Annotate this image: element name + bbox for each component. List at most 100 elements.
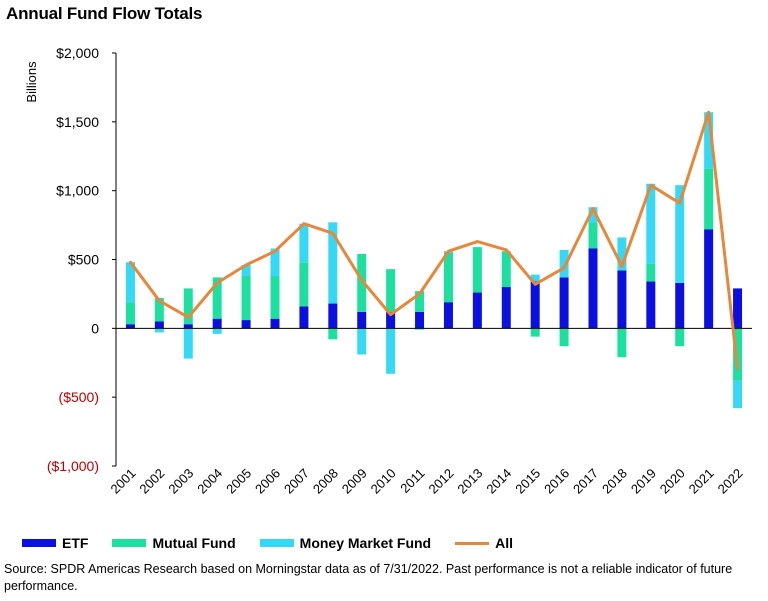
x-tick-label-2013: 2013 bbox=[454, 466, 485, 497]
all-point-2006 bbox=[273, 250, 277, 253]
bar-etf-2022 bbox=[733, 288, 743, 329]
x-tick-label-2010: 2010 bbox=[368, 466, 399, 497]
bar-etf-2004 bbox=[212, 318, 222, 329]
bar-mutual-fund-2013 bbox=[472, 247, 482, 293]
all-point-2019 bbox=[649, 183, 653, 187]
all-point-2008 bbox=[331, 232, 335, 235]
bar-money-market-fund-2001 bbox=[125, 262, 135, 303]
legend-swatch-mutual-fund bbox=[112, 539, 147, 547]
bar-mutual-fund-2006 bbox=[270, 276, 280, 319]
all-point-2018 bbox=[620, 265, 624, 268]
bar-mutual-fund-2019 bbox=[646, 263, 656, 282]
bar-etf-2010 bbox=[386, 311, 396, 329]
bar-etf-2011 bbox=[415, 311, 425, 329]
bar-mutual-fund-2022 bbox=[733, 328, 743, 381]
all-point-2021 bbox=[707, 110, 710, 114]
bar-etf-2021 bbox=[704, 229, 714, 329]
all-point-2003 bbox=[187, 316, 190, 319]
all-point-2005 bbox=[244, 263, 248, 267]
bar-etf-2006 bbox=[270, 318, 280, 329]
chart-title: Annual Fund Flow Totals bbox=[6, 4, 203, 23]
bar-money-market-fund-2004 bbox=[212, 328, 222, 334]
all-point-2013 bbox=[476, 240, 479, 243]
bar-etf-2014 bbox=[501, 287, 511, 329]
x-tick-label-2002: 2002 bbox=[136, 466, 167, 497]
legend-swatch-money-market-fund bbox=[259, 539, 294, 547]
x-tick-label-2022: 2022 bbox=[715, 466, 746, 497]
y-tick-label: ($1,000) bbox=[47, 458, 99, 474]
y-axis-title: Billions bbox=[24, 61, 39, 103]
bar-money-market-fund-2021 bbox=[704, 112, 714, 169]
bar-money-market-fund-2006 bbox=[270, 248, 280, 277]
bar-etf-2019 bbox=[646, 281, 656, 329]
bar-etf-2016 bbox=[559, 277, 569, 329]
bar-money-market-fund-2016 bbox=[559, 249, 569, 278]
bar-mutual-fund-2020 bbox=[675, 328, 685, 347]
x-tick-label-2012: 2012 bbox=[426, 466, 457, 497]
all-point-2001 bbox=[129, 261, 132, 264]
bar-mutual-fund-2009 bbox=[357, 253, 367, 312]
bar-etf-2017 bbox=[588, 248, 598, 329]
x-tick-label-2015: 2015 bbox=[512, 466, 543, 497]
bar-mutual-fund-2014 bbox=[501, 251, 511, 288]
bar-etf-2007 bbox=[299, 306, 309, 329]
x-tick-label-2014: 2014 bbox=[483, 466, 514, 497]
x-tick-label-2009: 2009 bbox=[339, 466, 370, 497]
all-point-2014 bbox=[505, 248, 508, 252]
bar-mutual-fund-2018 bbox=[617, 328, 627, 358]
x-tick-label-2007: 2007 bbox=[281, 466, 312, 497]
y-tick-label: $2,000 bbox=[56, 45, 99, 61]
all-point-2022 bbox=[736, 367, 739, 370]
y-axis-label: Billions bbox=[24, 61, 39, 103]
bar-money-market-fund-2003 bbox=[183, 328, 193, 359]
x-tick-label-2005: 2005 bbox=[223, 466, 254, 497]
y-tick-label: $1,500 bbox=[56, 114, 99, 130]
legend-item-mutual-fund: Mutual Fund bbox=[112, 535, 236, 551]
all-point-2004 bbox=[215, 281, 219, 285]
bar-mutual-fund-2015 bbox=[530, 328, 540, 337]
bar-mutual-fund-2001 bbox=[125, 302, 135, 325]
all-point-2002 bbox=[158, 299, 161, 302]
all-point-2010 bbox=[389, 313, 392, 316]
bars bbox=[125, 112, 743, 409]
y-tick-label: $500 bbox=[68, 252, 99, 268]
bar-money-market-fund-2022 bbox=[733, 380, 743, 409]
bar-mutual-fund-2011 bbox=[415, 291, 425, 312]
bar-money-market-fund-2005 bbox=[241, 265, 251, 277]
legend-item-money-market-fund: Money Market Fund bbox=[259, 535, 431, 551]
source-note: Source: SPDR Americas Research based on … bbox=[4, 562, 733, 593]
fund-flow-chart: Billions $2,000 $1,500 $1,000 $500 0 ($500) ($… bbox=[24, 45, 752, 497]
x-tick-label-2019: 2019 bbox=[628, 466, 659, 497]
all-point-2007 bbox=[302, 222, 306, 225]
bar-mutual-fund-2010 bbox=[386, 269, 396, 312]
y-tick-label: $1,000 bbox=[56, 183, 99, 199]
legend-label-etf: ETF bbox=[62, 535, 89, 551]
x-tick-label-2021: 2021 bbox=[686, 466, 717, 497]
bar-etf-2008 bbox=[328, 303, 338, 329]
x-tick-label-2008: 2008 bbox=[310, 466, 341, 497]
bar-etf-2020 bbox=[675, 282, 685, 329]
all-point-2016 bbox=[562, 266, 566, 269]
legend-label-mutual-fund: Mutual Fund bbox=[152, 535, 236, 551]
all-point-2020 bbox=[678, 201, 681, 205]
bar-money-market-fund-2020 bbox=[675, 185, 685, 283]
bar-money-market-fund-2019 bbox=[646, 183, 656, 264]
legend-swatch-etf bbox=[22, 539, 56, 547]
bar-mutual-fund-2012 bbox=[443, 252, 453, 303]
legend-item-all: All bbox=[455, 535, 513, 551]
bar-etf-2009 bbox=[357, 311, 367, 329]
bar-money-market-fund-2011 bbox=[415, 328, 425, 330]
bar-money-market-fund-2010 bbox=[386, 328, 396, 374]
all-point-2017 bbox=[591, 207, 595, 210]
x-tick-label-2001: 2001 bbox=[108, 466, 139, 497]
all-point-2012 bbox=[447, 250, 450, 253]
x-axis-ticks: 2001200220032004200520062007200820092010… bbox=[108, 466, 746, 497]
bar-money-market-fund-2015 bbox=[530, 274, 540, 282]
bar-mutual-fund-2016 bbox=[559, 328, 569, 347]
all-flow-line bbox=[129, 110, 739, 370]
bar-mutual-fund-2003 bbox=[183, 288, 193, 325]
bar-money-market-fund-2002 bbox=[154, 328, 164, 333]
bar-etf-2013 bbox=[472, 292, 482, 329]
bar-etf-2015 bbox=[530, 281, 540, 329]
bar-mutual-fund-2005 bbox=[241, 276, 251, 321]
